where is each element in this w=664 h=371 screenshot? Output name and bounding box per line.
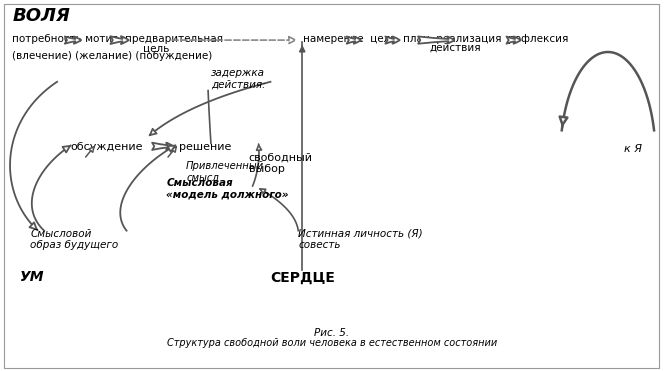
Text: потребность мотив  предварительная: потребность мотив предварительная [13,34,223,44]
Text: СЕРДЦЕ: СЕРДЦЕ [270,270,335,284]
Text: решение: решение [179,142,232,152]
Text: намерение  цель  план  реализация  рефлексия: намерение цель план реализация рефлексия [303,34,568,44]
Text: Истинная личность (Я)
совесть: Истинная личность (Я) совесть [298,229,423,250]
Text: цель: цель [143,43,170,53]
Text: свободный
выбор: свободный выбор [248,152,313,174]
Text: (влечение) (желание) (побуждение): (влечение) (желание) (побуждение) [13,51,212,61]
Text: Структура свободной воли человека в естественном состоянии: Структура свободной воли человека в есте… [167,338,497,348]
Text: Привлеченный
смысл: Привлеченный смысл [186,161,264,183]
Text: УМ: УМ [21,270,45,284]
Text: действия: действия [429,43,481,53]
Text: к Я: к Я [623,144,642,154]
Text: Смысловой
образ будущего: Смысловой образ будущего [31,229,119,250]
Text: ВОЛЯ: ВОЛЯ [13,7,70,25]
Text: обсуждение: обсуждение [70,142,143,152]
Text: Смысловая
«модель должного»: Смысловая «модель должного» [166,178,289,200]
Text: задержка
действия:: задержка действия: [211,68,266,89]
Text: Рис. 5.: Рис. 5. [315,328,349,338]
